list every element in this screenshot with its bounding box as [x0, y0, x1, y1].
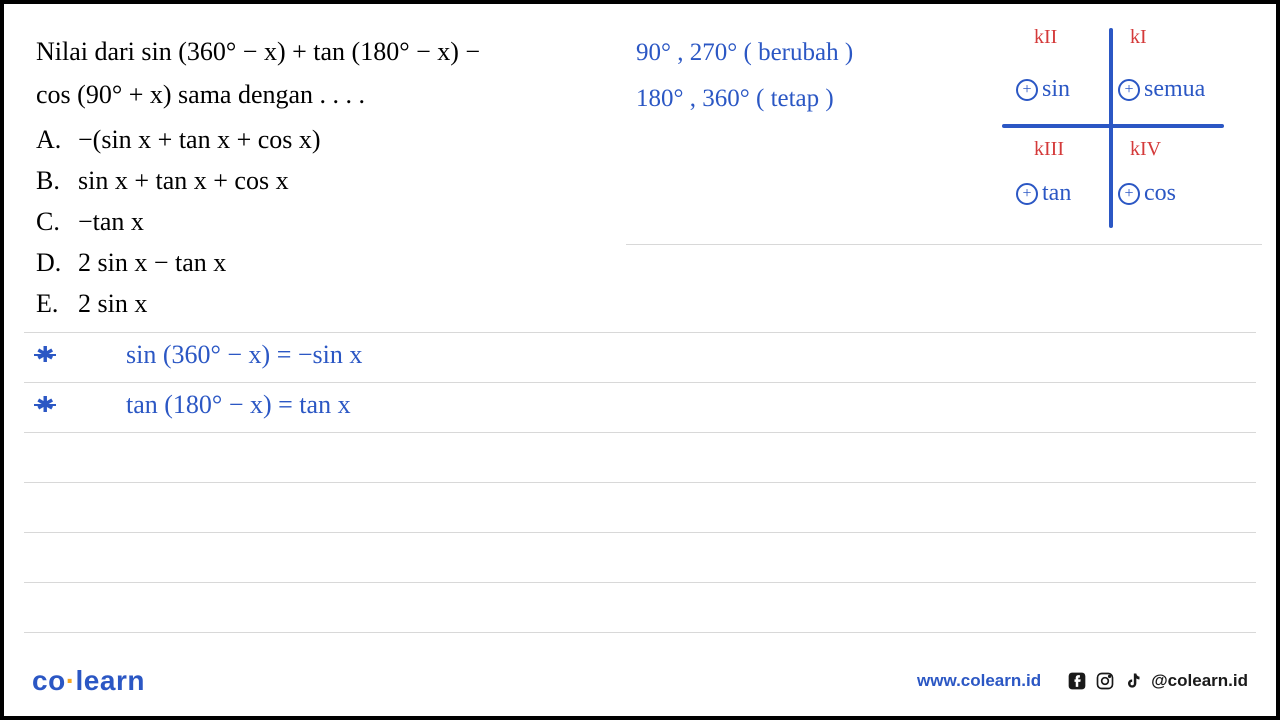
quadrant-label-k1: kI — [1130, 26, 1147, 49]
paper-line — [24, 532, 1256, 533]
question-block: Nilai dari sin (360° − x) + tan (180° − … — [36, 32, 606, 325]
question-line-2: cos (90° + x) sama dengan . . . . — [36, 75, 606, 114]
quadrant-diagram: kII kI kIII kIV +sin +semua +tan +cos — [1014, 28, 1224, 228]
social-links: @colearn.id — [1067, 671, 1248, 691]
paper-line — [24, 382, 1256, 383]
quadrant-label-k4: kIV — [1130, 138, 1161, 161]
option-letter: D. — [36, 243, 66, 282]
footer-right: www.colearn.id @colearn.id — [917, 671, 1248, 691]
plus-icon: + — [1016, 183, 1038, 205]
angle-rule-2: 180° , 360° ( tetap ) — [636, 80, 834, 118]
paper-line — [24, 332, 1256, 333]
colearn-logo: co·learn — [32, 665, 145, 697]
paper-line — [24, 432, 1256, 433]
notes-area: 90° , 270° ( berubah ) 180° , 360° ( tet… — [606, 32, 1244, 325]
handwritten-step-1: ✱ sin (360° − x) = −sin x — [36, 340, 362, 370]
option-text: sin x + tan x + cos x — [78, 161, 289, 200]
handwritten-step-2: ✱ tan (180° − x) = tan x — [36, 390, 351, 420]
bullet-icon: ✱ — [36, 342, 66, 368]
logo-part-2: learn — [76, 665, 145, 696]
option-c: C. −tan x — [36, 202, 606, 241]
option-e: E. 2 sin x — [36, 284, 606, 323]
instagram-icon[interactable] — [1095, 671, 1115, 691]
paper-line — [24, 582, 1256, 583]
handwritten-text: sin (360° − x) = −sin x — [126, 340, 362, 370]
option-letter: E. — [36, 284, 66, 323]
quadrant-q4-value: +cos — [1118, 180, 1176, 207]
quadrant-q2-value: +sin — [1016, 76, 1070, 103]
facebook-icon[interactable] — [1067, 671, 1087, 691]
quadrant-q1-value: +semua — [1118, 76, 1205, 103]
plus-icon: + — [1118, 183, 1140, 205]
plus-icon: + — [1118, 79, 1140, 101]
quadrant-axis-horizontal — [1002, 124, 1224, 128]
notes-divider — [626, 244, 1262, 245]
social-handle[interactable]: @colearn.id — [1151, 671, 1248, 691]
options-list: A. −(sin x + tan x + cos x) B. sin x + t… — [36, 120, 606, 323]
handwritten-text: tan (180° − x) = tan x — [126, 390, 351, 420]
logo-part-1: co — [32, 665, 66, 696]
quadrant-label-k3: kIII — [1034, 138, 1064, 161]
footer: co·learn www.colearn.id @colearn.id — [4, 652, 1276, 716]
footer-url[interactable]: www.colearn.id — [917, 671, 1041, 691]
option-text: −(sin x + tan x + cos x) — [78, 120, 321, 159]
option-letter: A. — [36, 120, 66, 159]
question-line-1: Nilai dari sin (360° − x) + tan (180° − … — [36, 32, 606, 71]
option-text: 2 sin x — [78, 284, 147, 323]
option-text: 2 sin x − tan x — [78, 243, 226, 282]
tiktok-icon[interactable] — [1123, 671, 1143, 691]
option-letter: B. — [36, 161, 66, 200]
option-text: −tan x — [78, 202, 144, 241]
angle-rule-1: 90° , 270° ( berubah ) — [636, 34, 853, 72]
option-d: D. 2 sin x − tan x — [36, 243, 606, 282]
lined-paper: ✱ sin (360° − x) = −sin x ✱ tan (180° − … — [4, 324, 1276, 664]
logo-dot: · — [66, 665, 76, 696]
paper-line — [24, 632, 1256, 633]
quadrant-q3-value: +tan — [1016, 180, 1071, 207]
quadrant-axis-vertical — [1109, 28, 1113, 228]
paper-line — [24, 482, 1256, 483]
option-b: B. sin x + tan x + cos x — [36, 161, 606, 200]
option-letter: C. — [36, 202, 66, 241]
plus-icon: + — [1016, 79, 1038, 101]
bullet-icon: ✱ — [36, 392, 66, 418]
quadrant-label-k2: kII — [1034, 26, 1057, 49]
option-a: A. −(sin x + tan x + cos x) — [36, 120, 606, 159]
content-area: Nilai dari sin (360° − x) + tan (180° − … — [4, 4, 1276, 325]
